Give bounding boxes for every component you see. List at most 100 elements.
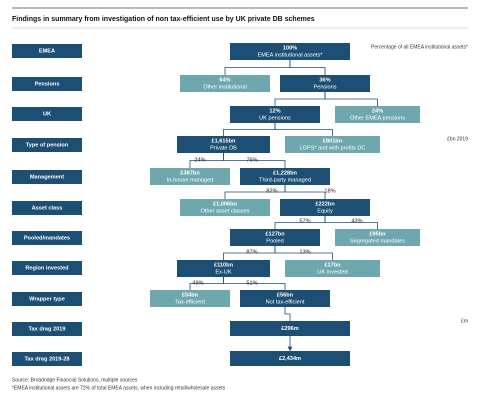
row-label: UK (12, 107, 82, 121)
box-label: Pooled (266, 238, 283, 244)
box-rect (230, 106, 320, 123)
box: 24%Other EMEA pensions (335, 106, 420, 123)
box-rect (150, 290, 230, 307)
box-value: £110bn (214, 262, 234, 268)
row-label: Pensions (12, 77, 82, 91)
box-value: 12% (269, 108, 280, 114)
box-rect (280, 199, 370, 216)
connector (284, 185, 326, 199)
row-box (12, 44, 82, 58)
box-label: EMEA institutional assets* (258, 52, 324, 58)
box-value: £95bn (369, 231, 386, 237)
split-percentage: 18% (324, 188, 335, 194)
split-percentage: 87% (246, 249, 257, 255)
box-value: £54bn (182, 292, 199, 298)
note: Percentage of all EMEA institutional ass… (371, 44, 468, 50)
connector (223, 277, 286, 290)
box-value: 100% (283, 45, 297, 51)
box: 64%Other institutional (180, 75, 270, 92)
split-percentage: 57% (299, 218, 310, 224)
box-value: £127bn (265, 231, 285, 237)
box-label: Not tax-efficient (266, 299, 305, 305)
box-label: LGPS* and with profits DC (300, 145, 366, 151)
box-rect (230, 229, 320, 246)
row-text: Region invested (25, 265, 69, 271)
connector (324, 92, 378, 106)
row-text: Management (30, 174, 64, 180)
box-rect (180, 75, 270, 92)
row-label: Wrapper type (12, 292, 82, 306)
box-label: Equity (317, 208, 333, 214)
connector (223, 123, 276, 136)
row-label: Type of pension (12, 138, 82, 152)
row-text: Pooled/mandates (24, 235, 70, 241)
box-value: 24% (372, 108, 383, 114)
row-label: Asset class (12, 201, 82, 215)
row-box (12, 77, 82, 91)
row-text: Tax drag 2019-28 (25, 356, 70, 362)
row-label: Tax drag 2019 (12, 322, 82, 336)
split-percentage: 13% (299, 249, 310, 255)
box: £2,434m (230, 351, 350, 366)
box-value: £222bn (315, 201, 335, 207)
box-label: Other asset classes (200, 208, 249, 214)
box-value: £296m (281, 326, 298, 332)
box-value: 64% (219, 77, 230, 83)
box: 100%EMEA institutional assets* (230, 43, 350, 60)
row-text: EMEA (39, 48, 55, 54)
row-box (12, 138, 82, 152)
row-box (12, 292, 82, 306)
box-label: Segregated mandates (350, 238, 405, 244)
box-rect (177, 136, 270, 153)
row-box (12, 201, 82, 215)
row-text: Type of pension (26, 142, 69, 148)
box-label: In-house managed (167, 177, 214, 183)
row-text: Wrapper type (29, 296, 65, 302)
row-text: Asset class (32, 205, 63, 211)
box-value: £2,434m (279, 356, 301, 362)
box-rect (240, 290, 330, 307)
row-text: UK (43, 111, 51, 117)
box: 12%UK pensions (230, 106, 320, 123)
split-percentage: 51% (246, 280, 257, 286)
row-text: Pensions (35, 81, 60, 87)
box-rect (240, 168, 330, 185)
row-box (12, 352, 82, 366)
box-label: Pensions (313, 84, 336, 90)
connector (274, 92, 326, 106)
split-percentage: 76% (246, 157, 257, 163)
footnote: *EMEA institutional assets are 72% of to… (12, 385, 226, 391)
box-rect (335, 229, 420, 246)
split-percentage: 24% (194, 157, 205, 163)
box-label: Other institutional (203, 84, 247, 90)
row-box (12, 107, 82, 121)
box-label: Private DB (210, 145, 237, 151)
box-rect (230, 43, 350, 60)
box-rect (280, 75, 370, 92)
row-label: Management (12, 170, 82, 184)
row-box (12, 170, 82, 184)
box-label: Ex-UK (215, 269, 231, 275)
box-value: £56bn (277, 292, 294, 298)
row-label: Region invested (12, 261, 82, 275)
note: £m (461, 318, 468, 324)
box-value: £17bn (324, 262, 341, 268)
row-box (12, 231, 82, 245)
split-percentage: 43% (351, 218, 362, 224)
box-rect (285, 136, 380, 153)
box-label: Third-party managed (259, 177, 311, 183)
box-label: UK invested (317, 269, 347, 275)
box-rect (335, 106, 420, 123)
